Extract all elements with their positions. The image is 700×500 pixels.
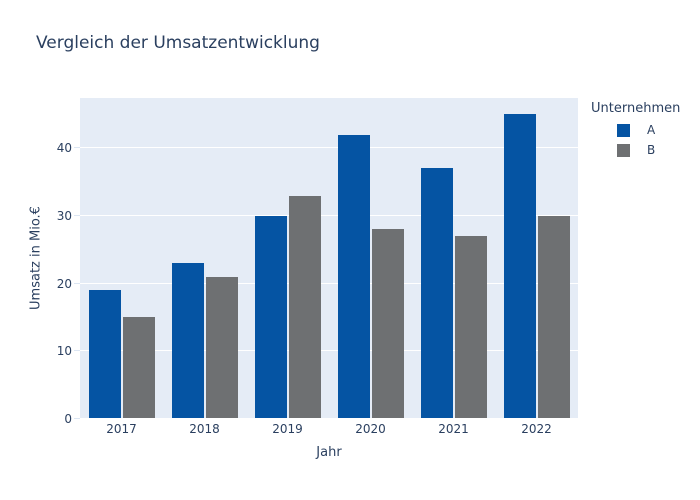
x-tick-label-2022: 2022: [521, 422, 552, 436]
legend-swatch-B: [617, 143, 630, 157]
bar-A-2018: [171, 263, 204, 419]
bar-A-2019: [254, 215, 287, 419]
bar-group-2022: [495, 98, 578, 419]
bar-A-2022: [503, 114, 536, 419]
x-tick-label-2019: 2019: [272, 422, 303, 436]
bar-B-2021: [454, 236, 487, 419]
x-tick-label-2021: 2021: [438, 422, 469, 436]
bar-A-2021: [420, 168, 453, 419]
gridline-10: [80, 350, 578, 352]
y-tick-label-40: 40: [56, 141, 72, 156]
bar-groups: [80, 98, 578, 419]
zero-line: [80, 418, 578, 419]
y-tick-mark-0: [74, 418, 80, 419]
gridline-20: [80, 282, 578, 284]
y-tick-mark-30: [74, 214, 80, 216]
bar-B-2019: [288, 195, 321, 419]
legend-label-B: B: [647, 143, 656, 157]
y-tick-label-20: 20: [56, 276, 72, 291]
y-tick-mark-20: [74, 282, 80, 284]
bar-group-2020: [329, 98, 412, 419]
x-tick-label-2017: 2017: [106, 422, 137, 436]
legend-label-A: A: [647, 123, 656, 137]
bar-A-2020: [337, 134, 370, 419]
legend-swatch-A: [617, 123, 630, 137]
y-axis-tick-labels: 0 10 20 30 40: [0, 98, 76, 426]
bar-group-2021: [412, 98, 495, 419]
x-axis-title: Jahr: [316, 445, 342, 460]
x-tick-label-2018: 2018: [189, 422, 220, 436]
bar-B-2017: [122, 317, 155, 419]
y-tick-label-0: 0: [64, 412, 72, 426]
y-tick-mark-40: [74, 147, 80, 149]
legend-item-A[interactable]: A: [617, 123, 680, 137]
y-tick-mark-10: [74, 350, 80, 352]
gridline-40: [80, 147, 578, 149]
legend-item-B[interactable]: B: [617, 143, 680, 157]
x-axis-tick-labels: 2017 2018 2019 2020 2021 2022: [80, 422, 578, 436]
x-tick-label-2020: 2020: [355, 422, 386, 436]
bar-group-2019: [246, 98, 329, 419]
bar-A-2017: [88, 290, 121, 419]
plot-area: [74, 98, 578, 419]
y-tick-label-30: 30: [56, 208, 72, 223]
bar-B-2020: [371, 229, 404, 419]
legend-title: Unternehmen: [591, 101, 681, 116]
bar-group-2018: [163, 98, 246, 419]
gridline-30: [80, 214, 578, 216]
bar-B-2022: [537, 215, 570, 419]
bar-group-2017: [80, 98, 163, 419]
y-tick-label-10: 10: [56, 344, 72, 359]
chart-title: Vergleich der Umsatzentwicklung: [36, 33, 320, 53]
bar-B-2018: [205, 276, 238, 419]
